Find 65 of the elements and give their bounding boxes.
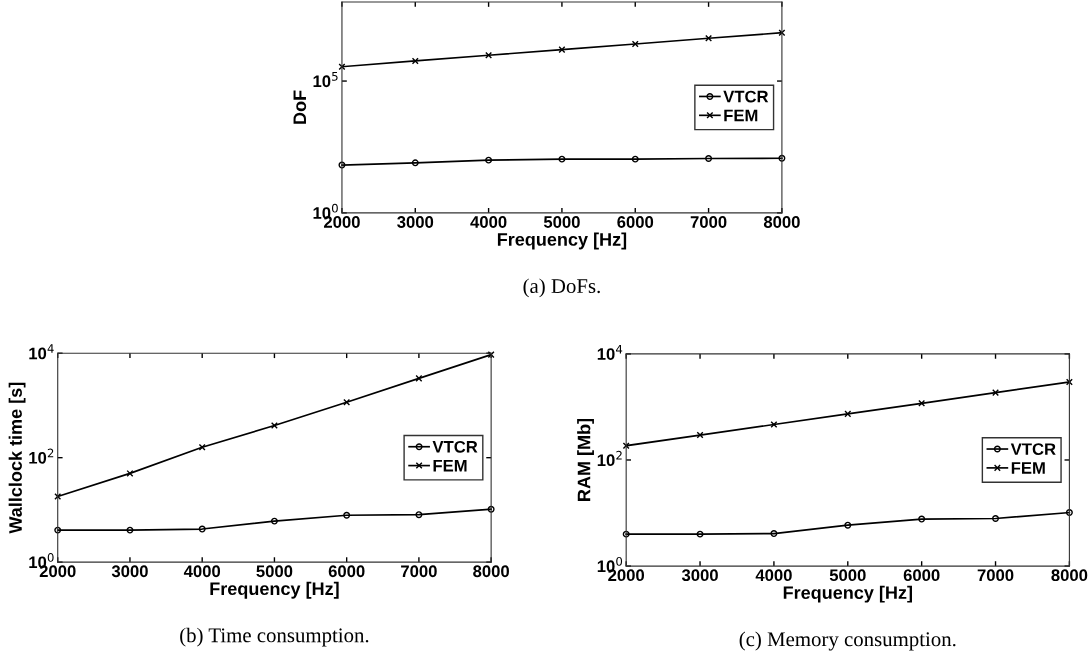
point — [918, 515, 926, 523]
x-tick-label: 3000 — [111, 565, 148, 578]
point — [198, 525, 206, 533]
legend-label: VTCR — [723, 90, 769, 103]
y-tick-label: 10$^{2}$ — [29, 448, 54, 464]
x-tick-label: 8000 — [473, 565, 509, 578]
point — [1065, 509, 1073, 517]
x-tick-label: 7000 — [977, 569, 1014, 582]
point — [270, 422, 278, 429]
y-axis-title: DoF — [293, 90, 307, 124]
point — [631, 155, 639, 163]
point — [770, 530, 778, 538]
x-tick-label: 3000 — [397, 216, 434, 228]
text: (a) DoFs. — [523, 278, 600, 298]
x-tick-label: 5000 — [829, 569, 866, 582]
point — [126, 469, 134, 477]
x-tick-label: 4000 — [183, 565, 221, 578]
x-axis-title: Frequency [Hz] — [210, 581, 339, 599]
point — [343, 398, 351, 406]
point — [485, 156, 493, 164]
x-tick-label: 5000 — [543, 216, 580, 228]
point — [705, 34, 713, 42]
point — [844, 410, 852, 418]
legend-label: FEM — [1011, 462, 1045, 474]
x-axis-title: Frequency [Hz] — [783, 585, 912, 603]
x-tick-label: 6000 — [617, 216, 654, 228]
point — [770, 421, 778, 428]
y-axis-title: RAM [Mb] — [577, 418, 594, 501]
x-tick-label: 4000 — [755, 569, 792, 582]
y-tick-label: 10$^{4}$ — [597, 344, 623, 360]
legend-label: VTCR — [432, 440, 478, 453]
x-tick-label: 6000 — [903, 569, 940, 582]
text: (c) Memory consumption. — [739, 631, 956, 651]
text: (b) Time consumption. — [180, 627, 369, 647]
point — [631, 40, 639, 48]
point — [415, 511, 423, 519]
y-tick-label: 10$^{2}$ — [597, 450, 622, 467]
x-tick-label: 5000 — [256, 565, 293, 578]
point — [992, 389, 1000, 397]
point — [918, 399, 926, 407]
legend-label: VTCR — [1010, 443, 1056, 456]
x-tick-label: 8000 — [763, 216, 800, 228]
point — [485, 51, 493, 59]
point — [415, 374, 423, 382]
point — [343, 511, 351, 519]
point — [270, 517, 278, 525]
point — [558, 46, 566, 54]
point — [411, 159, 419, 167]
x-tick-label: 4000 — [470, 216, 507, 228]
x-tick-label: 6000 — [328, 565, 365, 578]
point — [411, 57, 419, 65]
point — [705, 155, 713, 163]
legend-label: FEM — [433, 459, 467, 472]
y-tick-label: 10$^{5}$ — [313, 72, 338, 88]
x-tick-label: 7000 — [690, 216, 727, 228]
y-axis-title: Wallclock time [s] — [8, 382, 26, 534]
point — [198, 443, 206, 451]
y-tick-label: 10$^{4}$ — [29, 344, 54, 360]
x-tick-label: 8000 — [1051, 569, 1088, 582]
x-tick-label: 3000 — [681, 569, 718, 582]
x-tick-label: 7000 — [401, 565, 437, 578]
point — [844, 521, 852, 529]
x-axis-title: Frequency [Hz] — [497, 232, 627, 250]
legend-label: FEM — [724, 109, 758, 122]
point — [992, 514, 1000, 522]
